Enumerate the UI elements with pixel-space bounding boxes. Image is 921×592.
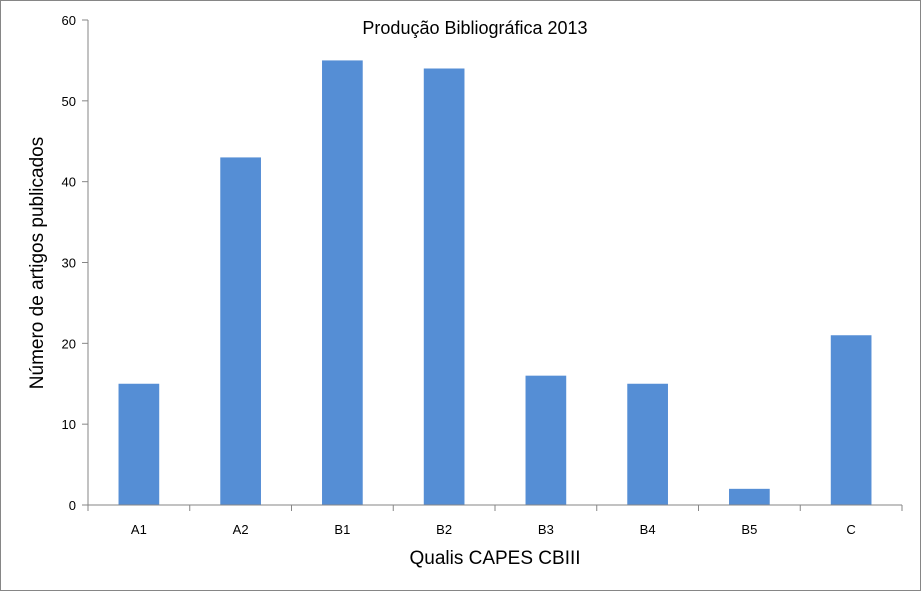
chart-title: Produção Bibliográfica 2013	[362, 18, 587, 38]
y-axis-title: Número de artigos publicados	[27, 137, 48, 389]
bar-b3	[525, 375, 567, 505]
x-tick-label: C	[846, 522, 855, 537]
x-tick-label: B1	[334, 522, 350, 537]
bar-b2	[423, 68, 465, 505]
bar-c	[830, 335, 872, 505]
bar-a1	[118, 383, 160, 505]
x-axis-title: Qualis CAPES CBIII	[409, 548, 580, 569]
bar-b1	[322, 60, 363, 506]
x-tick-label: B5	[741, 522, 757, 537]
bar-b5	[729, 488, 770, 505]
y-tick-label: 40	[62, 175, 76, 190]
x-tick-label: A2	[233, 522, 249, 537]
bar-b4	[627, 383, 668, 505]
bar-a2	[220, 157, 261, 505]
y-tick-label: 20	[62, 336, 76, 351]
x-tick-label: B3	[538, 522, 554, 537]
x-tick-label: B2	[436, 522, 452, 537]
x-tick-label: A1	[131, 522, 147, 537]
y-tick-label: 60	[62, 13, 76, 28]
y-tick-label: 30	[62, 256, 76, 271]
x-tick-label: B4	[640, 522, 656, 537]
y-tick-label: 0	[69, 498, 76, 513]
y-tick-label: 50	[62, 94, 76, 109]
y-tick-label: 10	[62, 417, 76, 432]
